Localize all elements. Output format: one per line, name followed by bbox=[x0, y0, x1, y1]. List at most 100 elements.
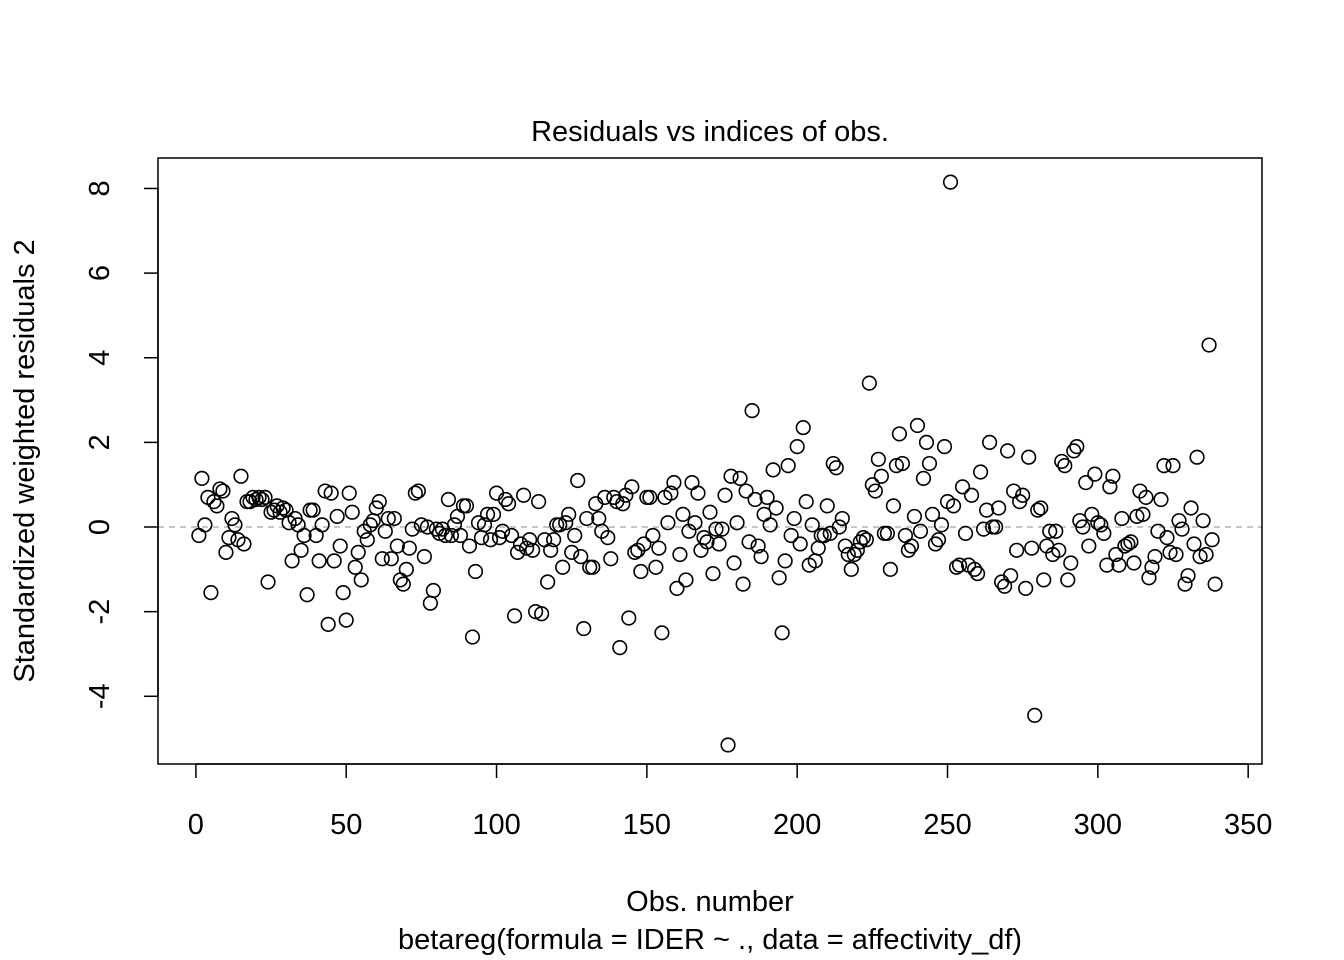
data-point bbox=[1159, 529, 1175, 546]
data-point bbox=[395, 576, 411, 592]
data-point bbox=[576, 620, 592, 637]
data-point bbox=[753, 549, 769, 565]
data-point bbox=[1150, 523, 1166, 539]
data-point bbox=[305, 502, 321, 518]
data-point bbox=[945, 498, 962, 514]
data-point bbox=[627, 544, 643, 561]
data-point bbox=[894, 455, 911, 472]
data-point bbox=[819, 498, 835, 514]
data-point bbox=[639, 489, 655, 505]
data-point bbox=[470, 515, 487, 531]
data-point bbox=[525, 542, 541, 558]
data-point bbox=[1144, 559, 1160, 575]
data-point bbox=[377, 523, 393, 539]
data-point bbox=[882, 561, 898, 577]
data-point bbox=[843, 561, 859, 577]
data-point bbox=[795, 419, 811, 436]
data-point bbox=[383, 551, 399, 567]
data-point bbox=[831, 519, 847, 535]
data-point bbox=[747, 491, 763, 508]
data-point bbox=[1099, 557, 1115, 573]
data-point bbox=[1078, 474, 1094, 491]
data-point bbox=[419, 519, 435, 535]
data-point bbox=[861, 375, 877, 391]
data-point bbox=[515, 487, 532, 503]
data-point bbox=[696, 529, 712, 546]
data-point bbox=[915, 470, 932, 486]
data-point bbox=[1030, 502, 1046, 518]
data-point bbox=[1018, 580, 1034, 596]
data-point bbox=[1024, 540, 1040, 556]
data-point bbox=[726, 555, 742, 571]
x-tick-label: 0 bbox=[188, 809, 204, 841]
data-point bbox=[257, 489, 273, 505]
data-point bbox=[401, 540, 417, 556]
data-point bbox=[816, 527, 832, 544]
data-point bbox=[522, 532, 538, 548]
data-point bbox=[194, 470, 210, 486]
data-point bbox=[1165, 458, 1181, 474]
data-point bbox=[296, 527, 312, 544]
data-point bbox=[573, 549, 589, 565]
y-tick-label: -2 bbox=[84, 599, 116, 625]
data-point bbox=[1141, 570, 1157, 586]
data-point bbox=[1180, 568, 1196, 584]
data-point bbox=[1174, 521, 1190, 537]
y-tick-label: -4 bbox=[84, 683, 116, 709]
data-point bbox=[371, 494, 387, 510]
data-point bbox=[675, 506, 691, 522]
data-point bbox=[1195, 513, 1211, 529]
data-point bbox=[1108, 546, 1124, 563]
data-point bbox=[729, 515, 745, 531]
x-tick-label: 50 bbox=[330, 809, 362, 841]
data-point bbox=[660, 515, 676, 531]
x-tick-label: 100 bbox=[472, 809, 520, 841]
data-point bbox=[534, 606, 550, 622]
data-point bbox=[979, 502, 995, 518]
data-point bbox=[212, 481, 228, 497]
data-point bbox=[885, 498, 901, 514]
data-point bbox=[654, 625, 670, 641]
data-point bbox=[1066, 443, 1082, 459]
data-point bbox=[780, 458, 796, 474]
data-point bbox=[852, 534, 868, 550]
data-point bbox=[392, 572, 408, 588]
data-point bbox=[663, 485, 679, 501]
data-point bbox=[1192, 549, 1208, 565]
data-point bbox=[759, 489, 775, 505]
data-point bbox=[1003, 568, 1019, 584]
data-point bbox=[248, 491, 264, 508]
y-tick-label: 0 bbox=[84, 519, 116, 535]
data-point bbox=[509, 544, 526, 561]
data-point bbox=[813, 527, 829, 544]
data-point bbox=[666, 474, 682, 491]
data-point bbox=[900, 542, 917, 558]
data-point bbox=[245, 489, 261, 505]
data-point bbox=[528, 604, 544, 620]
data-point bbox=[1147, 549, 1163, 565]
data-point bbox=[497, 491, 514, 508]
data-point bbox=[1000, 443, 1016, 459]
data-point bbox=[389, 538, 405, 554]
data-point bbox=[672, 546, 688, 563]
data-point bbox=[957, 525, 974, 541]
data-point bbox=[1168, 546, 1184, 563]
data-point bbox=[422, 595, 438, 611]
data-point bbox=[314, 517, 330, 533]
x-tick-label: 350 bbox=[1224, 809, 1272, 841]
data-point bbox=[954, 479, 971, 495]
data-point bbox=[203, 585, 219, 601]
x-tick-label: 200 bbox=[773, 809, 821, 841]
y-axis-label: Standardized weighted residuals 2 bbox=[9, 239, 41, 682]
data-point bbox=[645, 527, 661, 544]
data-point bbox=[284, 553, 300, 569]
data-point bbox=[1138, 489, 1154, 505]
data-point bbox=[251, 489, 267, 505]
data-point bbox=[927, 536, 944, 552]
data-point bbox=[624, 479, 640, 495]
data-point bbox=[1102, 479, 1118, 495]
data-point bbox=[476, 517, 493, 533]
data-point bbox=[479, 506, 496, 522]
data-point bbox=[744, 403, 760, 419]
data-point bbox=[320, 616, 336, 632]
